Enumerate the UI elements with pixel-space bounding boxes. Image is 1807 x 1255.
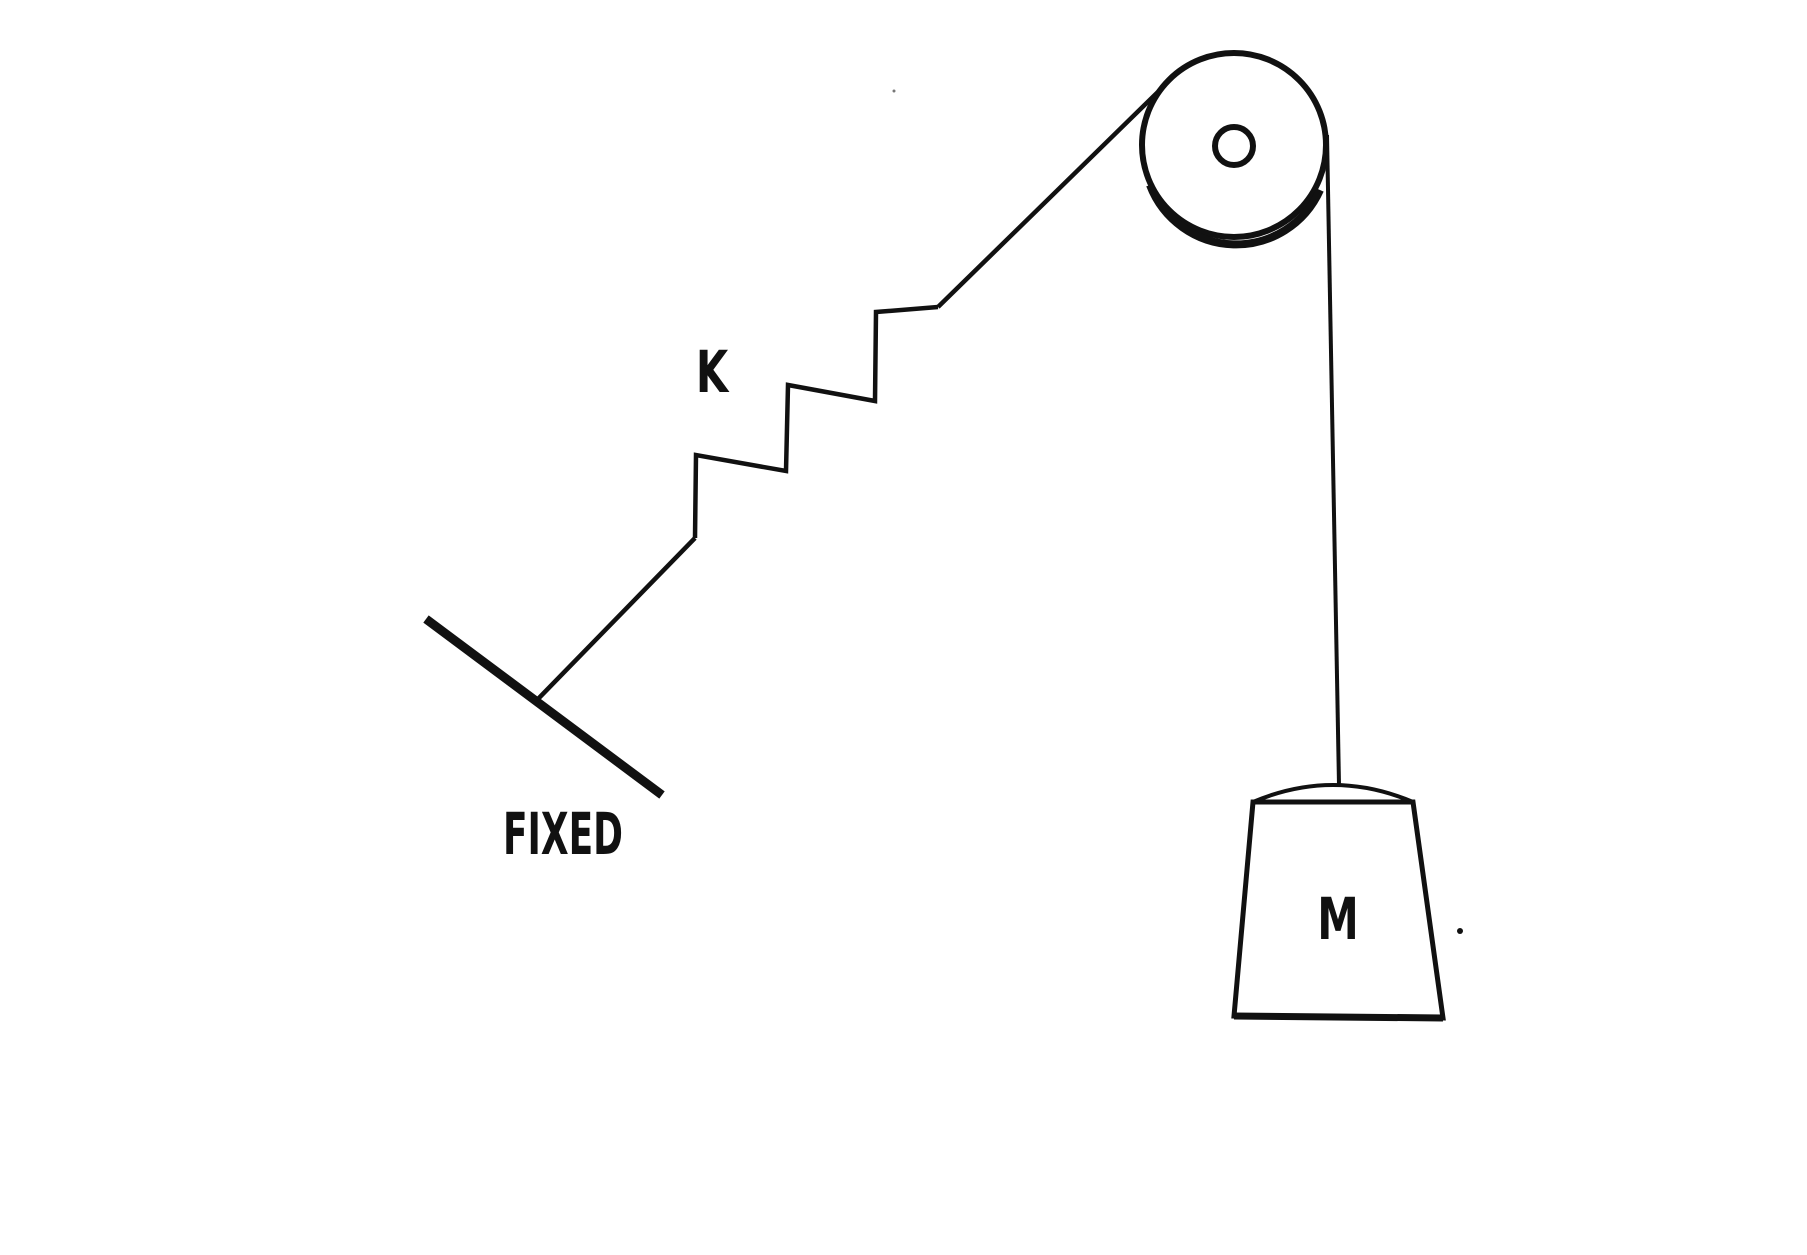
rope-support-to-spring [535,536,697,702]
speck-dot [1457,928,1463,934]
speck-dot [892,89,896,93]
pulley-rim-shadow [1146,183,1324,249]
mass-base [1233,1012,1444,1022]
rope-pulley-to-mass [1325,134,1341,786]
rope-spring-to-pulley [936,85,1165,309]
pulley-axle [1212,124,1256,168]
fixed-support [423,615,665,799]
mass-label: M [1317,885,1359,953]
mass-top-dome [1252,783,1414,804]
fixed-label: FIXED [503,801,623,868]
spring-label: K [696,338,730,406]
spring [692,304,939,539]
